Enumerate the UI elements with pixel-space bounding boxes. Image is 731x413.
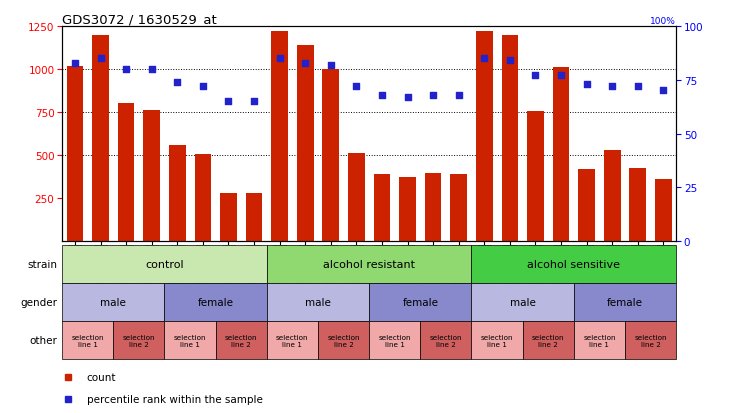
- Text: selection
line 1: selection line 1: [379, 334, 411, 347]
- Point: [658, 88, 670, 95]
- Bar: [578, 169, 595, 242]
- Text: count: count: [87, 373, 116, 382]
- Bar: [164, 321, 216, 359]
- Bar: [604, 151, 621, 242]
- Point: [145, 66, 158, 73]
- Bar: [374, 175, 390, 242]
- Point: [632, 84, 644, 90]
- Bar: [169, 145, 186, 242]
- Text: 100%: 100%: [651, 17, 676, 26]
- Text: female: female: [402, 297, 439, 308]
- Bar: [476, 32, 493, 242]
- Bar: [113, 321, 164, 359]
- Point: [453, 92, 465, 99]
- Point: [529, 73, 541, 80]
- Point: [504, 58, 516, 64]
- Bar: [629, 169, 646, 242]
- Bar: [450, 175, 467, 242]
- Bar: [425, 174, 442, 242]
- Bar: [62, 284, 164, 321]
- Text: selection
line 1: selection line 1: [583, 334, 616, 347]
- Text: alcohol resistant: alcohol resistant: [323, 260, 415, 270]
- Point: [325, 62, 336, 69]
- Bar: [220, 194, 237, 242]
- Bar: [271, 32, 288, 242]
- Bar: [297, 46, 314, 242]
- Bar: [164, 284, 267, 321]
- Text: selection
line 2: selection line 2: [532, 334, 564, 347]
- Point: [478, 56, 490, 62]
- Bar: [194, 155, 211, 242]
- Bar: [574, 321, 625, 359]
- Text: control: control: [145, 260, 183, 270]
- Text: male: male: [100, 297, 126, 308]
- Bar: [527, 112, 544, 242]
- Point: [197, 84, 209, 90]
- Bar: [501, 36, 518, 242]
- Bar: [92, 36, 109, 242]
- Point: [581, 81, 593, 88]
- Bar: [267, 321, 318, 359]
- Text: selection
line 2: selection line 2: [430, 334, 462, 347]
- Text: selection
line 2: selection line 2: [225, 334, 257, 347]
- Bar: [216, 321, 267, 359]
- Text: male: male: [305, 297, 331, 308]
- Bar: [62, 246, 267, 284]
- Text: percentile rank within the sample: percentile rank within the sample: [87, 394, 262, 404]
- Point: [171, 79, 183, 86]
- Point: [427, 92, 439, 99]
- Bar: [118, 104, 135, 242]
- Bar: [523, 321, 574, 359]
- Bar: [420, 321, 471, 359]
- Point: [402, 95, 414, 101]
- Text: selection
line 1: selection line 1: [72, 334, 104, 347]
- Point: [222, 99, 234, 105]
- Bar: [318, 321, 369, 359]
- Point: [69, 60, 81, 66]
- Point: [556, 73, 567, 80]
- Bar: [62, 321, 113, 359]
- Point: [300, 60, 311, 66]
- Bar: [553, 68, 569, 242]
- Text: alcohol sensitive: alcohol sensitive: [527, 260, 621, 270]
- Bar: [399, 178, 416, 242]
- Text: female: female: [607, 297, 643, 308]
- Point: [249, 99, 260, 105]
- Point: [606, 84, 618, 90]
- Point: [120, 66, 132, 73]
- Text: selection
line 2: selection line 2: [635, 334, 667, 347]
- Point: [273, 56, 285, 62]
- Text: selection
line 1: selection line 1: [174, 334, 206, 347]
- Bar: [322, 70, 339, 242]
- Point: [351, 84, 363, 90]
- Bar: [267, 246, 471, 284]
- Text: gender: gender: [20, 297, 58, 308]
- Bar: [471, 246, 676, 284]
- Bar: [471, 284, 574, 321]
- Bar: [348, 154, 365, 242]
- Bar: [625, 321, 676, 359]
- Text: female: female: [197, 297, 234, 308]
- Bar: [574, 284, 676, 321]
- Point: [95, 56, 107, 62]
- Text: strain: strain: [28, 260, 58, 270]
- Text: selection
line 1: selection line 1: [481, 334, 513, 347]
- Text: selection
line 1: selection line 1: [276, 334, 308, 347]
- Text: GDS3072 / 1630529_at: GDS3072 / 1630529_at: [62, 13, 217, 26]
- Bar: [369, 284, 471, 321]
- Text: selection
line 2: selection line 2: [123, 334, 155, 347]
- Bar: [655, 180, 672, 242]
- Text: selection
line 2: selection line 2: [327, 334, 360, 347]
- Text: other: other: [30, 335, 58, 345]
- Bar: [67, 66, 83, 242]
- Bar: [471, 321, 523, 359]
- Text: male: male: [510, 297, 536, 308]
- Point: [376, 92, 387, 99]
- Bar: [267, 284, 369, 321]
- Bar: [246, 194, 262, 242]
- Bar: [369, 321, 420, 359]
- Bar: [143, 111, 160, 242]
